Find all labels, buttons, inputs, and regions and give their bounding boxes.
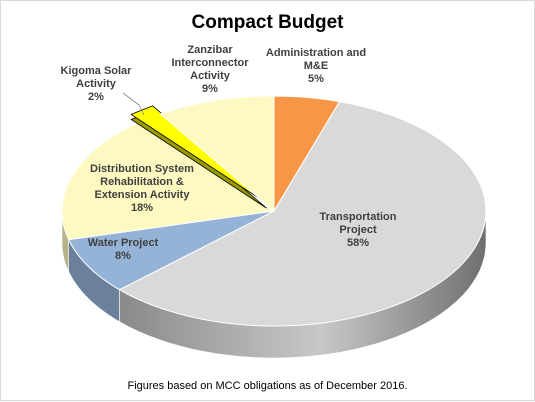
data-labels: Administration and M&E 5% Transportation Pro… (61, 44, 397, 262)
pie-slice-water-project (67, 210, 275, 291)
data-label-transportation-project: Transportation Project 58% (319, 211, 396, 249)
leader-line-kigoma-solar-activity (122, 92, 145, 116)
chart-footnote: Figures based on MCC obligations as of D… (127, 380, 408, 392)
data-label-distribution-system-rehabilitation-extension-activity: Distribution System Rehabilitation & Exten… (90, 163, 194, 214)
pie-tops (61, 95, 487, 327)
data-label-administration-and-m-e: Administration and M&E 5% (266, 47, 366, 85)
pie-slice-administration-and-m-e (273, 95, 341, 213)
pie-slice-transportation-project (118, 101, 487, 327)
data-label-zanzibar-interconnector-activity: Zanzibar Interconnector Activity 9% (171, 44, 249, 95)
data-label-water-project: Water Project 8% (88, 237, 159, 262)
data-label-kigoma-solar-activity: Kigoma Solar Activity 2% (61, 65, 133, 103)
chart-title: Compact Budget (191, 12, 344, 33)
pie-slice-distribution-system-rehabilitation-extension-activity (61, 121, 276, 241)
pie-slice-zanzibar-interconnector-activity (159, 95, 275, 213)
